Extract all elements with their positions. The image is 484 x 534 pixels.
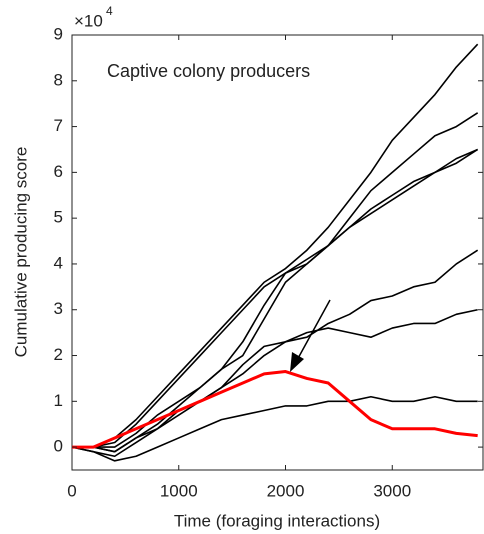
arrow xyxy=(290,299,331,372)
arrow-shaft xyxy=(295,299,331,363)
plot-frame xyxy=(71,34,484,471)
y-tick-label: 6 xyxy=(54,162,63,181)
y-tick-label: 3 xyxy=(54,299,63,318)
series-line xyxy=(72,112,479,448)
series-line xyxy=(72,370,478,449)
y-multiplier: ×10 xyxy=(74,11,103,30)
y-tick-label: 8 xyxy=(54,70,63,89)
series-line xyxy=(72,43,479,448)
y-tick-label: 0 xyxy=(54,437,63,456)
y-tick-label: 7 xyxy=(54,116,63,135)
chart-title: Captive colony producers xyxy=(107,61,310,81)
y-tick-label: 5 xyxy=(54,208,63,227)
x-tick-label: 0 xyxy=(67,481,76,500)
series-line xyxy=(72,395,478,462)
plot-area xyxy=(72,43,479,462)
y-tick-label: 4 xyxy=(54,253,63,272)
y-multiplier-exponent: 4 xyxy=(106,4,113,18)
y-tick-label: 2 xyxy=(54,345,63,364)
series-line xyxy=(72,148,478,448)
series-line xyxy=(72,308,478,458)
x-tick-label: 1000 xyxy=(160,481,198,500)
y-tick-label: 9 xyxy=(54,24,63,43)
arrow-head xyxy=(290,352,304,372)
y-tick-label: 1 xyxy=(54,391,63,410)
x-tick-label: 3000 xyxy=(373,481,411,500)
x-axis-label: Time (foraging interactions) xyxy=(174,511,380,530)
series-line xyxy=(72,249,479,453)
y-axis-label: Cumulative producing score xyxy=(11,147,30,358)
x-tick-label: 2000 xyxy=(267,481,305,500)
